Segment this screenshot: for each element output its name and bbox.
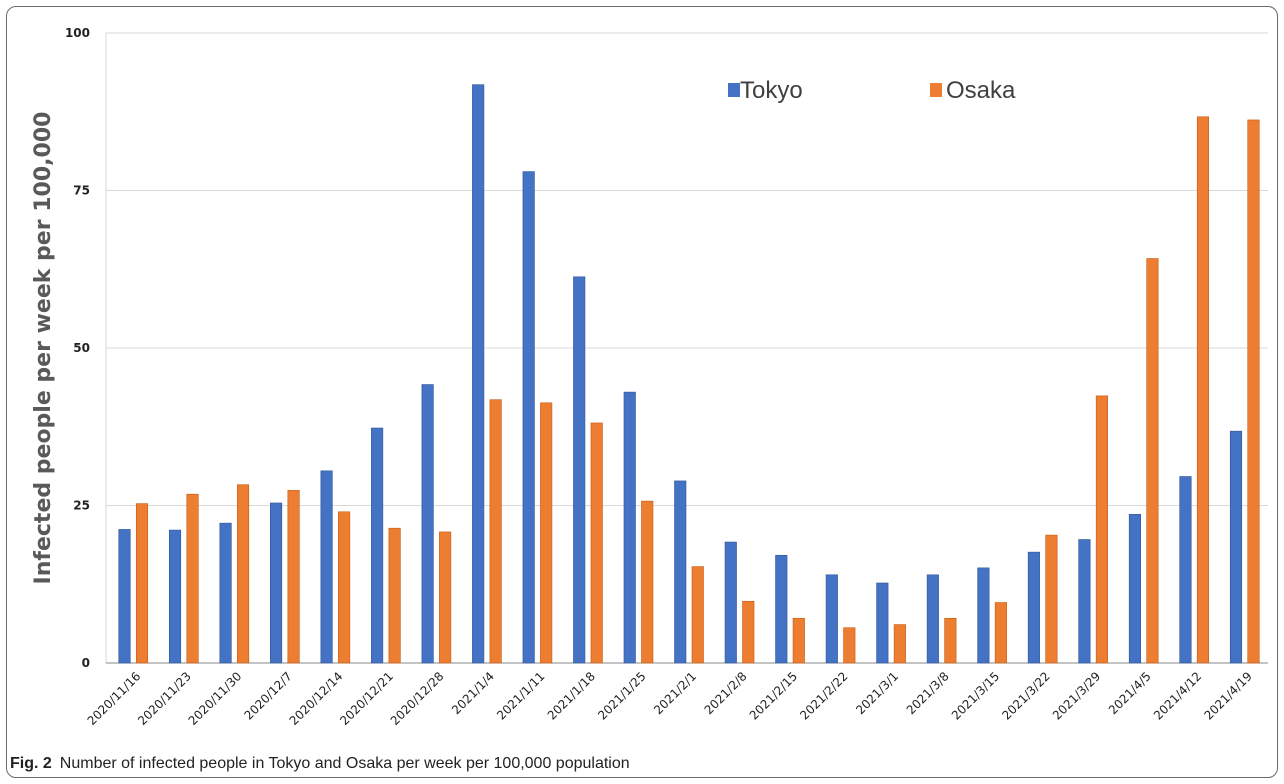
x-tick-label: 2021/1/4: [449, 669, 497, 717]
bar-osaka-6: [439, 531, 452, 664]
y-tick-label: 50: [73, 341, 90, 355]
bar-osaka-20: [1146, 258, 1159, 664]
bar-tokyo-12: [724, 541, 737, 664]
figure-frame: [6, 6, 1278, 778]
y-tick-label: 25: [73, 499, 90, 513]
legend-swatch-osaka: [930, 83, 942, 97]
x-tick-label: 2021/4/19: [1201, 669, 1254, 722]
y-tick-label: 100: [65, 26, 90, 40]
bars: [118, 84, 1260, 664]
bar-osaka-19: [1095, 395, 1108, 664]
x-tick-label: 2021/2/8: [702, 669, 750, 717]
x-tick-label: 2020/11/23: [135, 669, 194, 728]
bar-osaka-15: [893, 624, 906, 664]
figure-caption: Fig. 2 Number of infected people in Tokyo…: [10, 755, 630, 773]
bar-tokyo-2: [219, 522, 232, 664]
bar-osaka-8: [540, 402, 553, 664]
bar-osaka-11: [691, 566, 704, 664]
bar-tokyo-14: [825, 574, 838, 664]
bar-tokyo-1: [168, 529, 182, 664]
bar-osaka-13: [792, 617, 805, 664]
x-tick-label: 2021/3/22: [999, 669, 1052, 722]
bar-osaka-1: [186, 493, 199, 664]
bar-osaka-21: [1196, 116, 1210, 664]
bar-tokyo-7: [472, 84, 485, 664]
bar-tokyo-6: [421, 384, 434, 664]
y-tick-label: 0: [82, 656, 90, 670]
x-tick-label: 2020/12/21: [337, 669, 396, 728]
x-tick-label: 2021/1/25: [595, 669, 648, 722]
legend-swatch-tokyo: [728, 83, 740, 97]
bar-tokyo-10: [623, 391, 636, 664]
y-tick-label: 75: [73, 184, 90, 198]
bar-tokyo-5: [371, 427, 384, 664]
bar-tokyo-16: [926, 574, 939, 664]
bar-osaka-22: [1247, 119, 1260, 664]
bar-osaka-10: [641, 500, 654, 664]
bar-tokyo-4: [320, 470, 333, 664]
x-tick-label: 2020/12/28: [388, 669, 447, 728]
bar-osaka-14: [843, 627, 856, 664]
bar-tokyo-20: [1128, 514, 1141, 664]
bar-osaka-16: [944, 617, 957, 664]
bar-chart: 0 25 50 75 100 2020/11/162020/11/232020/11/3…: [31, 26, 1268, 728]
x-tick-label: 2021/1/18: [545, 669, 598, 722]
bar-tokyo-11: [674, 480, 687, 664]
bar-osaka-9: [590, 422, 603, 664]
bar-osaka-5: [388, 527, 401, 664]
x-tick-label: 2020/12/14: [287, 669, 346, 728]
legend: Tokyo Osaka: [728, 77, 1016, 104]
bar-tokyo-0: [118, 529, 131, 664]
y-axis-ticks: 0 25 50 75 100: [65, 26, 90, 670]
bar-tokyo-8: [522, 171, 535, 664]
legend-label-osaka: Osaka: [946, 77, 1016, 104]
bar-osaka-3: [287, 490, 300, 664]
bar-tokyo-21: [1179, 476, 1192, 664]
x-tick-label: 2021/4/12: [1151, 669, 1204, 722]
caption-label: Fig. 2: [10, 755, 52, 772]
bar-tokyo-19: [1078, 539, 1091, 664]
x-tick-label: 2021/4/5: [1106, 669, 1154, 717]
bar-tokyo-18: [1027, 551, 1040, 664]
x-tick-label: 2021/3/8: [904, 669, 952, 717]
x-tick-label: 2021/3/15: [949, 669, 1002, 722]
bar-osaka-2: [237, 484, 250, 664]
caption-text: Number of infected people in Tokyo and O…: [59, 755, 630, 772]
x-tick-label: 2021/1/11: [494, 669, 547, 722]
x-axis-ticks: 2020/11/162020/11/232020/11/302020/12/72…: [85, 669, 1255, 728]
bar-osaka-18: [1045, 534, 1058, 664]
bar-osaka-17: [994, 602, 1007, 664]
bar-osaka-4: [338, 511, 351, 664]
legend-label-tokyo: Tokyo: [740, 77, 803, 104]
x-tick-label: 2021/3/1: [853, 669, 901, 717]
bar-osaka-12: [742, 600, 755, 664]
x-tick-label: 2021/3/29: [1050, 669, 1103, 722]
gridlines: [105, 32, 1268, 663]
bar-tokyo-17: [977, 567, 990, 664]
y-axis-label: Infected people per week per 100,000: [31, 112, 56, 585]
bar-tokyo-3: [270, 502, 283, 664]
bar-tokyo-22: [1229, 430, 1243, 664]
bar-tokyo-15: [876, 582, 889, 664]
x-tick-label: 2021/2/15: [747, 669, 800, 722]
x-tick-label: 2020/11/16: [85, 669, 144, 728]
x-tick-label: 2021/2/22: [797, 669, 850, 722]
x-tick-label: 2021/2/1: [651, 669, 699, 717]
bar-tokyo-13: [775, 554, 788, 664]
x-tick-label: 2020/12/7: [242, 669, 295, 722]
bar-osaka-0: [135, 503, 149, 664]
bar-osaka-7: [489, 399, 502, 664]
x-tick-label: 2020/11/30: [186, 669, 245, 728]
bar-tokyo-9: [573, 276, 586, 664]
